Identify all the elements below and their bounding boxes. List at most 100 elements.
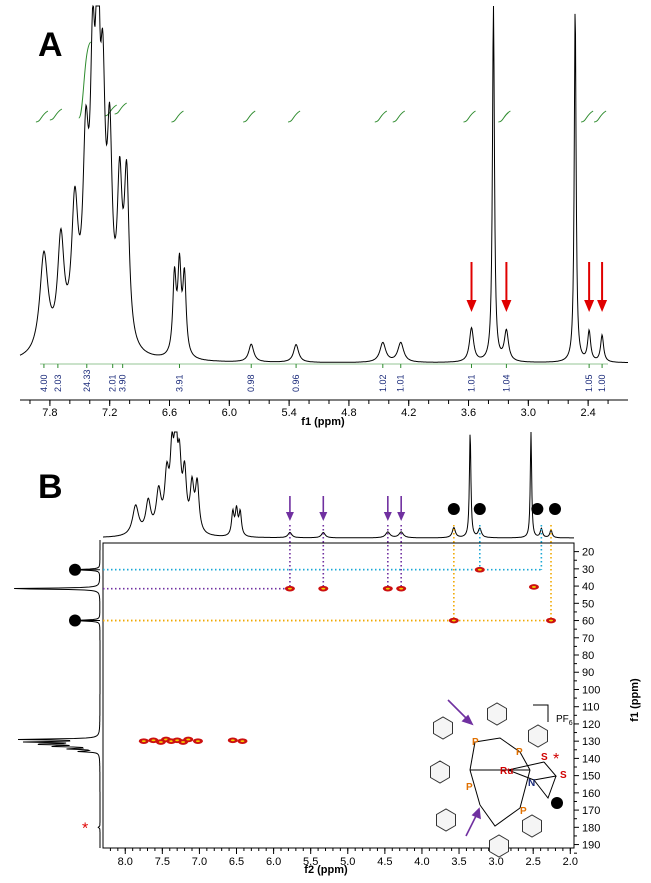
phenyl-ring — [522, 814, 542, 838]
integral-value: 3.90 — [118, 374, 128, 392]
x-tick-label: 7.8 — [42, 407, 57, 419]
x-tick-label: 6.5 — [229, 856, 244, 868]
x-tick-label: 3.0 — [521, 407, 536, 419]
panel-b-y-axis-title: f1 (ppm) — [629, 678, 641, 722]
atom-s1: S — [541, 752, 548, 763]
panel-a-spectrum — [19, 4, 628, 363]
x-tick-label: 8.0 — [118, 856, 133, 868]
red-arrow-head — [501, 300, 512, 312]
integral-curve — [288, 110, 301, 123]
red-arrow-head — [597, 300, 608, 312]
x-tick-label: 2.5 — [526, 856, 541, 868]
integral-curve — [243, 110, 256, 123]
x-tick-label: 7.5 — [155, 856, 170, 868]
black-dot-marker — [447, 503, 460, 515]
black-dot-marker — [531, 503, 544, 515]
panel-b-side-projection — [14, 540, 101, 848]
panel-b-correlation-lines — [103, 525, 552, 622]
x-tick-label: 4.2 — [401, 407, 416, 419]
integral-value: 1.01 — [396, 374, 406, 392]
integral-value: 3.91 — [174, 374, 184, 392]
integral-value: 0.98 — [246, 374, 256, 392]
panel-a-red-arrows — [466, 262, 608, 312]
cross-peak-core — [230, 739, 235, 742]
atom-p1: P — [472, 737, 479, 748]
integral-curve — [35, 110, 49, 123]
x-tick-label: 5.0 — [340, 856, 355, 868]
integral-value: 2.03 — [53, 374, 63, 392]
x-tick-label: 5.4 — [281, 407, 296, 419]
y-tick-label: 160 — [582, 788, 600, 800]
phenyl-ring — [433, 716, 453, 740]
integral-curve — [49, 108, 63, 121]
x-tick-label: 3.6 — [461, 407, 476, 419]
cross-peak-core — [151, 739, 156, 742]
x-tick-label: 6.0 — [222, 407, 237, 419]
black-dot-marker — [473, 503, 486, 515]
phenyl-ring — [487, 702, 507, 726]
integral-value: 1.05 — [584, 374, 594, 392]
purple-arrow-head — [285, 512, 294, 521]
structure-bonds — [469, 737, 557, 827]
cross-peak-core — [195, 740, 200, 743]
cross-peak-core — [385, 587, 390, 590]
integral-value: 4.00 — [39, 374, 49, 392]
black-dot-marker — [549, 503, 562, 515]
x-tick-label: 3.5 — [451, 856, 466, 868]
atom-p4: P — [520, 806, 527, 817]
red-arrow-head — [584, 300, 595, 312]
y-tick-label: 100 — [582, 684, 600, 696]
y-tick-label: 130 — [582, 736, 600, 748]
y-tick-label: 20 — [582, 547, 594, 559]
phenyl-ring — [528, 724, 548, 748]
integral-curve — [171, 110, 184, 123]
x-tick-label: 2.0 — [563, 856, 578, 868]
integral-curve — [374, 110, 388, 123]
structure-bracket — [533, 704, 549, 722]
panel-b-x-axis-title: f2 (ppm) — [304, 864, 348, 876]
x-tick-label: 3.0 — [488, 856, 503, 868]
cross-peak-core — [240, 740, 245, 743]
atom-n: N — [528, 778, 535, 789]
cross-peak-core — [399, 587, 404, 590]
y-tick-label: 60 — [582, 616, 594, 628]
panel-b-y-ticks: 20 30 40 50 60 70 80 90 100 110 120 130 140 150 160 170… — [574, 547, 600, 854]
panel-b-letter: B — [38, 468, 63, 506]
counterion-label: PF6 — [556, 714, 573, 727]
x-tick-label: 4.5 — [377, 856, 392, 868]
integral-curve — [498, 110, 511, 123]
atom-s2: S — [560, 770, 567, 781]
integral-value: 24.33 — [82, 369, 92, 392]
y-tick-label: 80 — [582, 650, 594, 662]
red-arrow-head — [466, 300, 477, 312]
panel-b-side-markers: * — [69, 563, 100, 837]
cross-peak-core — [321, 587, 326, 590]
x-tick-label: 4.0 — [414, 856, 429, 868]
cross-peak-core — [531, 586, 536, 588]
panel-a-x-axis-title: f1 (ppm) — [301, 416, 345, 428]
structure-star: * — [553, 751, 559, 768]
x-tick-label: 5.5 — [303, 856, 318, 868]
y-tick-label: 70 — [582, 633, 594, 645]
atom-p3: P — [466, 782, 473, 793]
integral-curve — [463, 110, 476, 123]
panel-a-x-ticks: 7.8 7.2 6.6 6.0 5.4 4.8 4.2 3.6 3.0 2.4 — [29, 400, 609, 419]
panel-a: A 4.00 2.03 24.33 2.01 3.90 3.91 0.98 0.96 1.02 1… — [19, 4, 628, 428]
integral-value: 0.96 — [291, 374, 301, 392]
cross-peak-core — [141, 740, 146, 743]
cross-peak-core — [477, 568, 482, 571]
y-tick-label: 170 — [582, 805, 600, 817]
integral-value: 2.01 — [108, 374, 118, 392]
integral-curve — [78, 41, 92, 119]
integral-curve — [581, 110, 594, 123]
integral-value: 1.00 — [597, 374, 607, 392]
x-tick-label: 6.0 — [266, 856, 281, 868]
y-tick-label: 120 — [582, 719, 600, 731]
atom-p2: P — [516, 747, 523, 758]
panel-a-integral-labels: 4.00 2.03 24.33 2.01 3.90 3.91 0.98 0.96 1.02 1.0… — [39, 363, 608, 392]
cross-peak-core — [175, 739, 180, 742]
structure-purple-arrows — [447, 699, 481, 837]
side-star-marker: * — [82, 820, 88, 837]
integral-value: 1.02 — [378, 374, 388, 392]
ruthenium-complex-structure: PF6 P P P P Ru — [430, 699, 573, 858]
